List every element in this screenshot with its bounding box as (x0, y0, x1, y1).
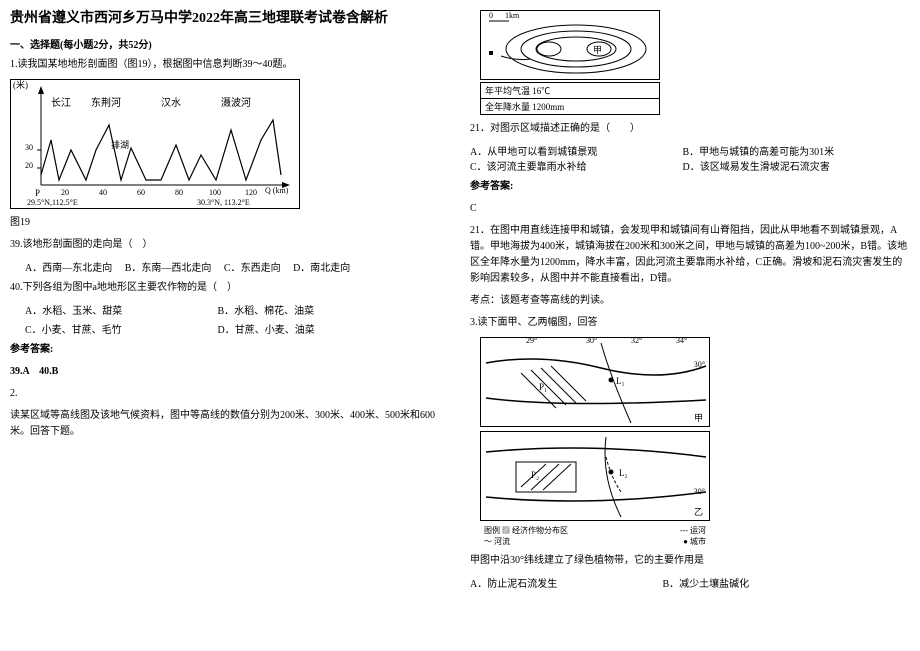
explain-21: 21．在图中用直线连接甲和城镇，会发现甲和城镇间有山脊阻挡，因此从甲地看不到城镇… (470, 223, 910, 287)
lon29: 29° (526, 336, 537, 345)
leg-crop: 图例 ▨ 经济作物分布区 (484, 525, 568, 536)
q40-a: A．水稻、玉米、甜菜 (25, 302, 215, 317)
coord-q: 30.3°N, 113.2°E (197, 198, 250, 207)
climate-legend: 年平均气温 16℃ 全年降水量 1200mm (480, 82, 660, 115)
kaodian: 考点：该题考查等高线的判读。 (470, 293, 910, 309)
map-jia-lbl: 甲 (694, 411, 703, 424)
q39: 39.该地形剖面图的走向是（ ） (10, 237, 450, 253)
x60: 60 (137, 188, 145, 197)
q21-c: C．该河流主要靠雨水补给 (470, 158, 680, 173)
q21-b: B．甲地与城镇的高差可能为301米 (683, 147, 835, 158)
q1-intro: 1.读我国某地地形剖面图（图19），根据图中信息判断39～40题。 (10, 57, 450, 73)
x40: 40 (99, 188, 107, 197)
q3-1a: A．防止泥石流发生 (470, 575, 660, 590)
leg-city: ● 城市 (683, 536, 706, 547)
q21-a: A．从甲地可以看到城镇景观 (470, 143, 680, 158)
y30: 30 (25, 143, 33, 152)
leg-canal: --- 运河 (680, 525, 706, 536)
q39-d: D．南北走向 (293, 263, 350, 274)
q39-c: C．东西走向 (224, 263, 281, 274)
q21: 21．对图示区域描述正确的是（ ） (470, 121, 910, 137)
jia-label: 甲 (593, 43, 602, 56)
q21-d: D．该区域易发生滑坡泥石流灾害 (683, 162, 830, 173)
l2: L₂ (619, 468, 628, 478)
answer-heading-1: 参考答案: (10, 342, 450, 358)
map-yi: 30° P₂ L₂ 乙 (480, 431, 710, 521)
map-legend: 图例 ▨ 经济作物分布区 --- 运河 (480, 525, 710, 536)
answer-heading-2: 参考答案: (470, 179, 910, 195)
label-hs: 汉水 (161, 94, 181, 109)
lon34: 34° (676, 336, 687, 345)
map-yi-lbl: 乙 (694, 505, 703, 518)
leg-river: ～ 河流 (484, 536, 510, 547)
label-sph: 滠波河 (221, 94, 251, 109)
x100: 100 (209, 188, 221, 197)
p2: P₂ (531, 470, 539, 480)
y20: 20 (25, 161, 33, 170)
q40-c: C．小麦、甘蔗、毛竹 (25, 321, 215, 336)
q-label: Q (km) (265, 186, 288, 195)
p1: P₁ (539, 382, 547, 392)
answer-c: C (470, 201, 910, 217)
lon30: 30° (586, 336, 597, 345)
label-cj: 长江 (51, 94, 71, 109)
legend-temp: 年平均气温 16℃ (481, 83, 659, 99)
q40-b: B．水稻、棉花、油菜 (218, 306, 315, 317)
x120: 120 (245, 188, 257, 197)
q2-intro: 读某区域等高线图及该地气候资料，图中等高线的数值分别为200米、300米、400… (10, 408, 450, 440)
q39-a: A．西南—东北走向 (25, 263, 112, 274)
scale-0: 0 (489, 11, 493, 20)
lon32: 32° (631, 336, 642, 345)
x20: 20 (61, 188, 69, 197)
q3-intro: 3.读下面甲、乙两幅图，回答 (470, 315, 910, 331)
q2-num: 2. (10, 386, 450, 402)
section-heading: 一、选择题(每小题2分，共52分) (10, 36, 450, 51)
p-label: P (35, 188, 40, 198)
lat30b: 30° (694, 487, 705, 496)
map-legend2: ～ 河流 ● 城市 (480, 536, 710, 547)
q3-1b: B．减少土壤盐碱化 (663, 579, 750, 590)
contour-map: 0 1km 甲 (480, 10, 660, 80)
map-jia: 29° 30° 32° 34° 30° P₁ L₁ 甲 (480, 337, 710, 427)
answer-1: 39.A 40.B (10, 364, 450, 380)
fig19-caption: 图19 (10, 215, 450, 231)
x80: 80 (175, 188, 183, 197)
label-ph: 排湖 (111, 138, 129, 151)
label-djh: 东荆河 (91, 94, 121, 109)
q39-b: B．东南—西北走向 (125, 263, 212, 274)
fig19-unit: (米) (13, 78, 28, 91)
lat30a: 30° (694, 360, 705, 369)
q40: 40.下列各组为图中a地地形区主要农作物的是（ ） (10, 280, 450, 296)
l1: L₁ (616, 376, 625, 386)
q3-1: 甲图中沿30°纬线建立了绿色植物带，它的主要作用是 (470, 553, 910, 569)
scale-1: 1km (505, 11, 519, 20)
coord-p: 29.5°N,112.5°E (27, 198, 78, 207)
figure-19: (米) 长江 东荆河 汉水 滠波河 排湖 30 20 P 20 40 60 80… (10, 79, 300, 209)
q40-d: D．甘蔗、小麦、油菜 (218, 325, 315, 336)
doc-title: 贵州省遵义市西河乡万马中学2022年高三地理联考试卷含解析 (10, 10, 450, 28)
legend-rain: 全年降水量 1200mm (481, 99, 659, 114)
